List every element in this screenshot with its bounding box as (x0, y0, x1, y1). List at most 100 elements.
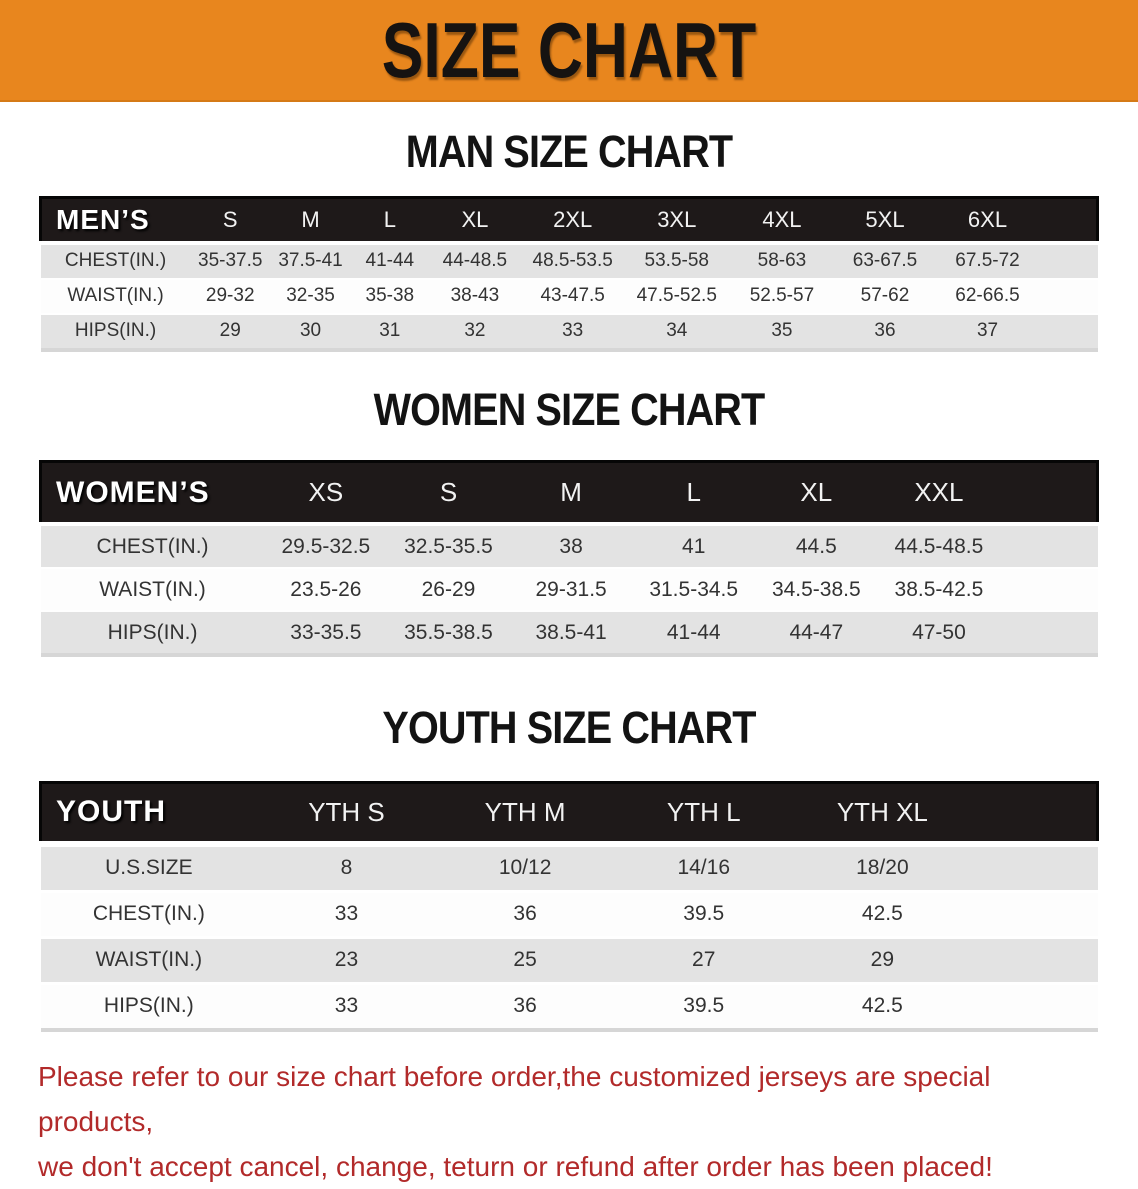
women-size-table: WOMEN’S XS S M L XL XXL CHEST(IN.) 29.5-… (38, 460, 1100, 658)
size-value: 14/16 (614, 840, 794, 893)
row-label: HIPS(IN.) (40, 313, 191, 351)
size-value: 31 (351, 313, 429, 351)
table-row: HIPS(IN.) 29 30 31 32 33 34 35 36 37 (40, 313, 1098, 351)
table-row: U.S.SIZE 8 10/12 14/16 18/20 (40, 840, 1098, 893)
size-chart-banner: SIZE CHART (0, 0, 1138, 102)
size-value: 41-44 (351, 240, 429, 280)
size-value: 57-62 (834, 278, 936, 315)
filler-cell (1000, 460, 1100, 526)
size-value: 53.5-58 (623, 240, 730, 280)
size-value: 38-43 (428, 278, 522, 315)
size-value: 30 (269, 313, 352, 351)
man-size-table: MEN’S S M L XL 2XL 3XL 4XL 5XL 6XL CHEST… (38, 195, 1100, 352)
table-row: CHEST(IN.) 33 36 39.5 42.5 (40, 891, 1098, 939)
size-value: 41-44 (632, 611, 756, 657)
size-value: 35-37.5 (190, 240, 270, 280)
column-header: XS (264, 460, 388, 526)
filler-cell (971, 891, 1098, 939)
women-section-heading: WOMEN SIZE CHART (373, 383, 766, 435)
size-value: 37 (935, 313, 1040, 351)
size-value: 29-31.5 (509, 568, 633, 613)
row-label: WAIST(IN.) (40, 278, 191, 315)
size-value: 36 (435, 983, 615, 1032)
column-header: XXL (877, 460, 1001, 526)
size-value: 47-50 (877, 611, 1001, 657)
row-label: CHEST(IN.) (40, 240, 191, 280)
filler-cell (971, 937, 1098, 985)
column-header: XL (755, 460, 878, 526)
man-section-heading: MAN SIZE CHART (405, 126, 733, 177)
size-value: 29.5-32.5 (264, 522, 388, 570)
table-row: CHEST(IN.) 29.5-32.5 32.5-35.5 38 41 44.… (40, 522, 1098, 570)
filler-cell (971, 983, 1098, 1032)
size-value: 38.5-41 (509, 611, 633, 657)
size-value: 26-29 (387, 568, 510, 613)
size-value: 33-35.5 (264, 611, 388, 657)
size-value: 32-35 (269, 278, 352, 315)
size-value: 41 (632, 522, 756, 570)
disclaimer-line-1: Please refer to our size chart before or… (38, 1060, 991, 1137)
size-value: 34 (623, 313, 730, 351)
women-table-title: WOMEN’S (38, 460, 265, 526)
row-label: HIPS(IN.) (40, 983, 258, 1032)
size-value: 10/12 (435, 840, 615, 893)
size-value: 33 (521, 313, 624, 351)
column-header: L (632, 460, 756, 526)
disclaimer-line-2: we don't accept cancel, change, teturn o… (38, 1150, 993, 1182)
size-value: 29 (190, 313, 270, 351)
size-value: 67.5-72 (935, 240, 1040, 280)
size-value: 44.5-48.5 (877, 522, 1001, 570)
man-table-title: MEN’S (38, 195, 191, 245)
size-value: 33 (257, 891, 436, 939)
size-value: 27 (614, 937, 794, 985)
size-value: 39.5 (614, 983, 794, 1032)
size-value: 48.5-53.5 (521, 240, 624, 280)
row-label: U.S.SIZE (40, 840, 258, 893)
column-header: YTH L (614, 780, 794, 846)
column-header: 3XL (623, 195, 730, 245)
size-value: 32.5-35.5 (387, 522, 510, 570)
column-header: XL (428, 195, 522, 245)
size-value: 52.5-57 (729, 278, 835, 315)
size-value: 42.5 (793, 983, 972, 1032)
size-value: 18/20 (793, 840, 972, 893)
column-header: YTH M (435, 780, 615, 846)
women-header-row: WOMEN’S XS S M L XL XXL (38, 460, 1100, 526)
column-header: S (190, 195, 270, 245)
size-value: 44-48.5 (428, 240, 522, 280)
size-value: 36 (834, 313, 936, 351)
youth-table-title: YOUTH (39, 780, 258, 846)
row-label: WAIST(IN.) (40, 568, 265, 613)
size-value: 8 (257, 840, 436, 893)
size-value: 47.5-52.5 (623, 278, 730, 315)
size-value: 44-47 (755, 611, 878, 657)
size-value: 58-63 (729, 240, 835, 280)
filler-cell (1000, 611, 1098, 657)
filler-cell (1039, 313, 1098, 351)
table-row: HIPS(IN.) 33-35.5 35.5-38.5 38.5-41 41-4… (40, 611, 1098, 657)
filler-cell (1000, 568, 1098, 613)
column-header: 2XL (521, 195, 624, 245)
filler-cell (1039, 240, 1098, 280)
size-value: 35.5-38.5 (387, 611, 510, 657)
size-value: 38.5-42.5 (877, 568, 1001, 613)
column-header: S (387, 460, 510, 526)
size-value: 38 (509, 522, 633, 570)
size-value: 29 (793, 937, 972, 985)
column-header: M (269, 195, 352, 245)
size-value: 35 (729, 313, 835, 351)
size-value: 44.5 (755, 522, 878, 570)
row-label: WAIST(IN.) (40, 937, 258, 985)
size-value: 43-47.5 (521, 278, 624, 315)
size-value: 31.5-34.5 (632, 568, 756, 613)
size-value: 63-67.5 (834, 240, 936, 280)
table-row: WAIST(IN.) 23.5-26 26-29 29-31.5 31.5-34… (40, 568, 1098, 613)
column-header: 4XL (729, 195, 835, 245)
filler-cell (1039, 195, 1100, 245)
column-header: 5XL (834, 195, 936, 245)
disclaimer-text: Please refer to our size chart before or… (0, 1054, 1138, 1189)
size-value: 39.5 (614, 891, 794, 939)
banner-title: SIZE CHART (381, 5, 757, 94)
youth-section-heading: YOUTH SIZE CHART (382, 702, 756, 754)
size-value: 23.5-26 (264, 568, 388, 613)
